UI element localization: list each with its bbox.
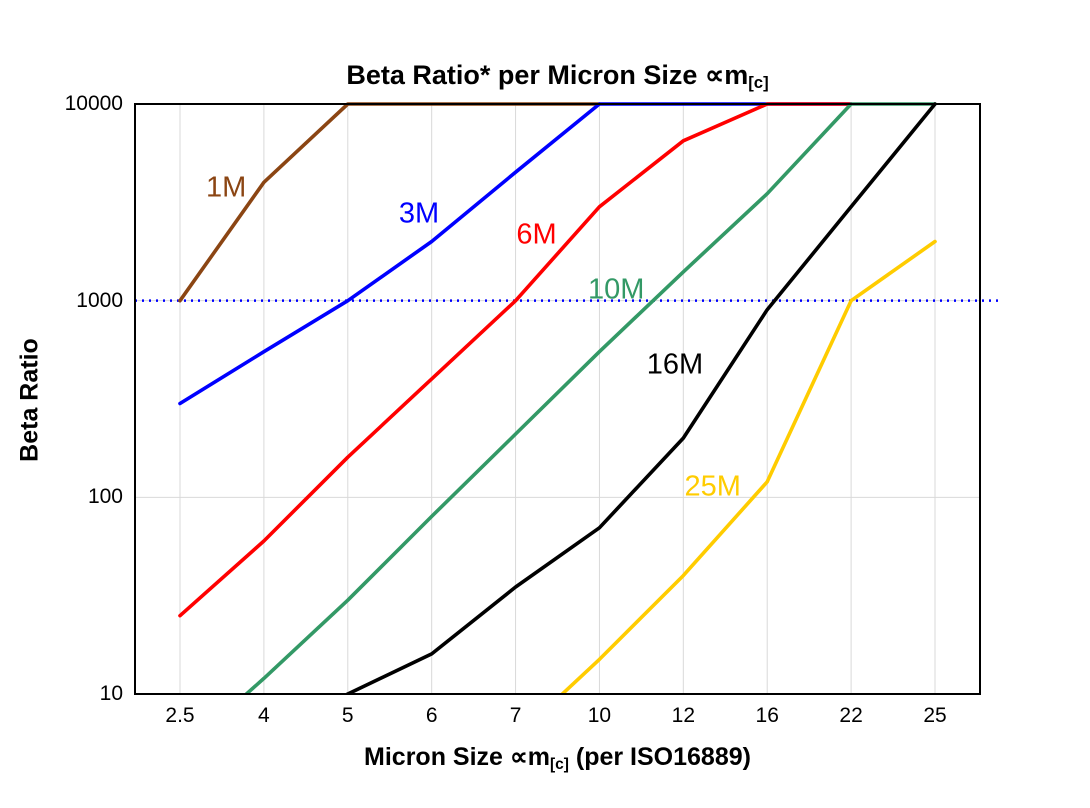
x-tick-label: 7: [509, 704, 522, 727]
chart-title-main: Beta Ratio* per Micron Size ∝m: [346, 60, 749, 90]
x-tick-label: 6: [425, 704, 438, 727]
x-tick-label: 4: [258, 704, 270, 727]
plot-area: 1M 3M 6M 10M 16M 25M: [134, 102, 1003, 695]
y-tick-label: 10: [99, 682, 123, 705]
series-line-25M: [559, 239, 937, 694]
series-label-16M: 16M: [647, 348, 703, 380]
series-line-16M: [343, 102, 937, 694]
x-tick-label: 5: [341, 704, 354, 727]
series-label-1M: 1M: [206, 172, 246, 204]
y-tick-label: 1000: [76, 288, 123, 312]
y-tick-label: 10000: [64, 92, 123, 115]
plot-border: [134, 103, 981, 695]
x-tick-label: 25: [923, 704, 947, 727]
x-axis-label-subscript: [c]: [549, 755, 569, 773]
series-label-25M: 25M: [684, 470, 740, 502]
series-label-10M: 10M: [588, 274, 644, 306]
x-axis-label-main: Micron Size ∝m: [364, 743, 550, 771]
y-tick-label: 100: [87, 485, 123, 509]
chart-title: Beta Ratio* per Micron Size ∝m[c]: [135, 60, 980, 93]
series-label-6M: 6M: [516, 218, 556, 250]
x-tick-label: 16: [755, 704, 779, 727]
chart-title-subscript: [c]: [748, 73, 769, 93]
series-line-10M: [243, 102, 937, 694]
x-tick-label: 12: [671, 704, 696, 727]
x-axis-label-rest: (per ISO16889): [568, 743, 751, 771]
series-label-3M: 3M: [399, 198, 439, 230]
series-lines: [178, 102, 937, 694]
x-tick-label: 22: [839, 704, 863, 727]
x-tick-label: 10: [587, 704, 612, 727]
series-line-6M: [178, 102, 853, 618]
x-axis-label: Micron Size ∝m[c] (per ISO16889): [135, 742, 980, 774]
x-tick-label: 2.5: [165, 704, 195, 727]
y-axis-label: Beta Ratio: [15, 338, 44, 462]
